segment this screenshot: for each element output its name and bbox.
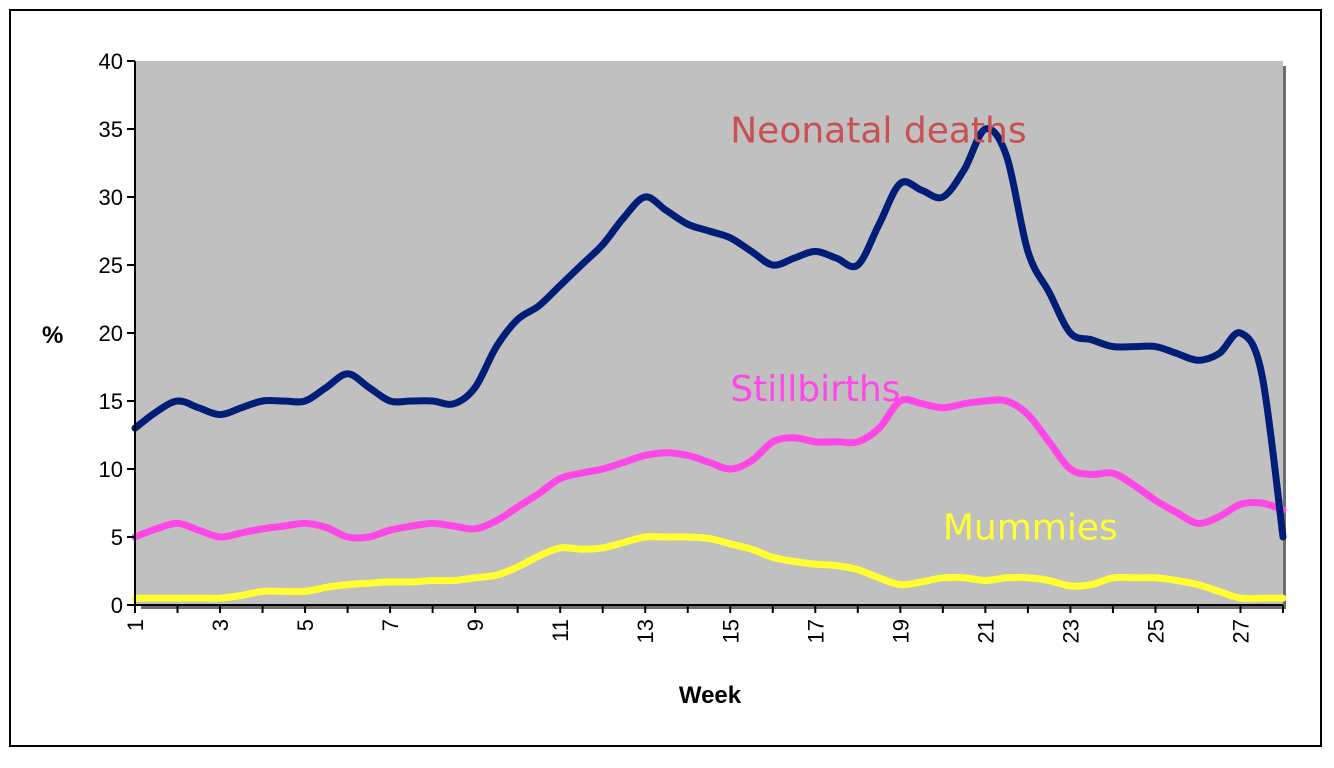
- series-layer: [131, 125, 1287, 603]
- x-tick-label: 15: [718, 619, 743, 643]
- y-tick-label: 40: [99, 49, 123, 74]
- x-tick-label: 23: [1058, 619, 1083, 643]
- x-tick-label: 9: [463, 619, 488, 631]
- series-line-neonatal-deaths: [131, 125, 1287, 541]
- x-tick-label: 25: [1143, 619, 1168, 643]
- y-tick-label: 15: [99, 389, 123, 414]
- y-tick-label: 25: [99, 253, 123, 278]
- x-tick-label: 7: [378, 619, 403, 631]
- series-line-stillbirths: [131, 396, 1287, 542]
- series-line-mummies: [131, 533, 1287, 603]
- x-tick-label: 5: [293, 619, 318, 631]
- x-tick-label: 13: [633, 619, 658, 643]
- x-tick-label: 27: [1228, 619, 1253, 643]
- x-axis-ticks: 1 3 5 7 9 11 13 15 17 19 21 23 25 27: [123, 605, 1284, 643]
- x-tick-label: 17: [803, 619, 828, 643]
- x-tick-label: 21: [973, 619, 998, 643]
- y-tick-label: 35: [99, 117, 123, 142]
- annotation-stillbirths: Stillbirths: [730, 369, 900, 410]
- y-axis-title: %: [42, 322, 63, 349]
- x-tick-label: 1: [123, 619, 148, 631]
- y-tick-label: 30: [99, 185, 123, 210]
- y-axis-ticks: 0 5 10 15 20 25 30 35 40: [99, 49, 135, 618]
- y-tick-label: 10: [99, 457, 123, 482]
- x-axis-title: Week: [679, 682, 742, 709]
- x-tick-label: 11: [548, 619, 573, 642]
- x-tick-label: 3: [208, 619, 233, 631]
- x-tick-label: 19: [888, 619, 913, 643]
- plot-area-background: [135, 61, 1283, 605]
- annotation-neonatal-deaths: Neonatal deaths: [730, 111, 1026, 152]
- y-tick-label: 20: [99, 321, 123, 346]
- y-tick-label: 0: [111, 593, 123, 618]
- series-annotations: Neonatal deaths Stillbirths Mummies: [730, 111, 1118, 549]
- y-tick-label: 5: [111, 525, 123, 550]
- annotation-mummies: Mummies: [943, 508, 1118, 549]
